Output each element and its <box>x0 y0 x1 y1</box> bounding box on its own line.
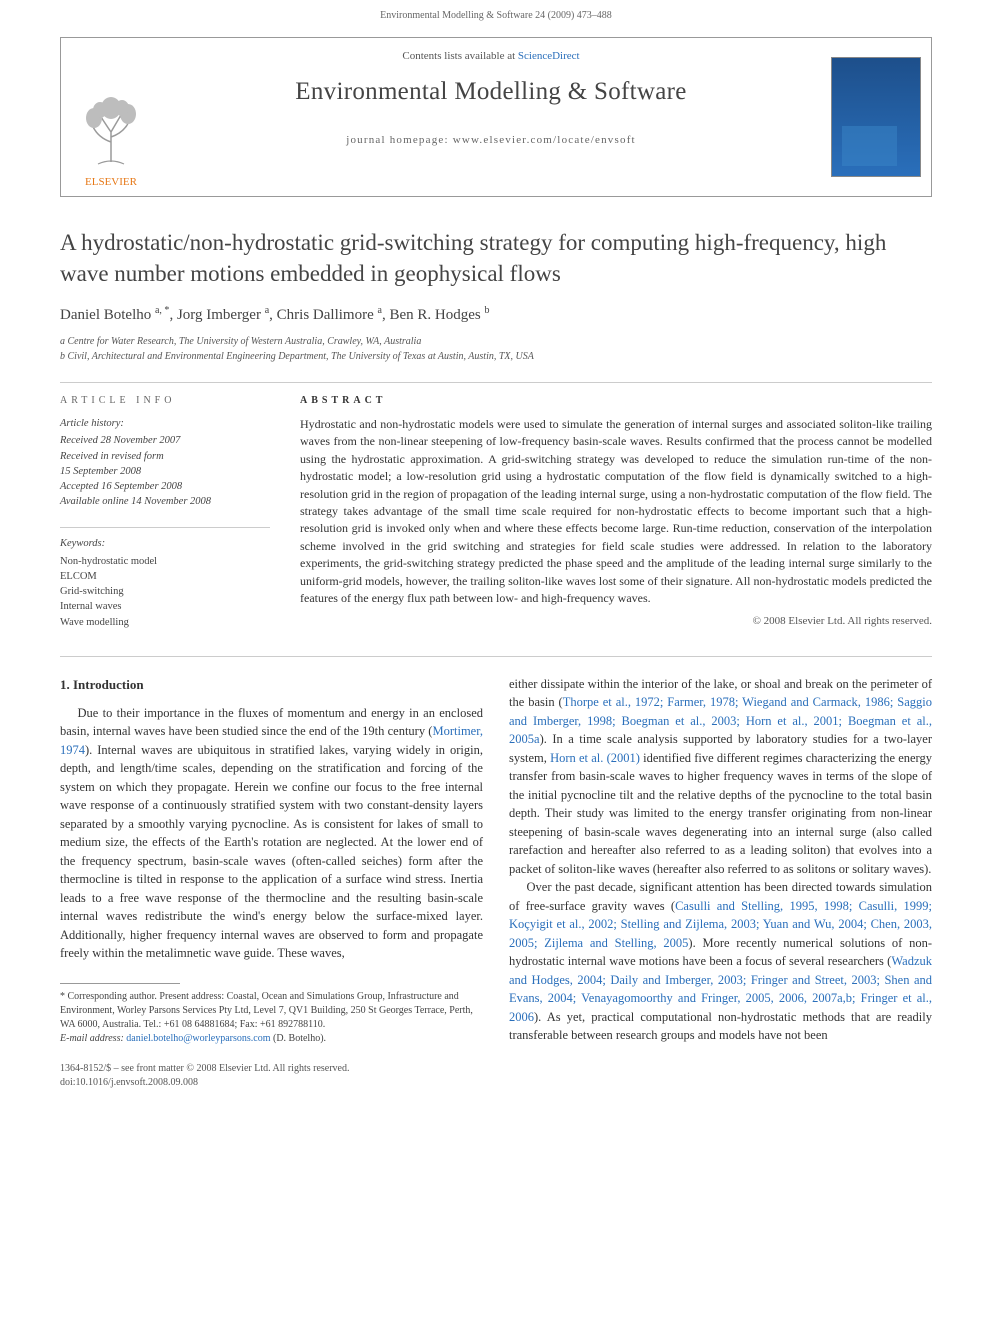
journal-name: Environmental Modelling & Software <box>295 78 686 106</box>
corresponding-author-footnote: * Corresponding author. Present address:… <box>60 990 483 1046</box>
body-text: ). As yet, practical computational non-h… <box>509 1010 932 1043</box>
history-label: Article history: <box>60 416 270 431</box>
footnote-rule <box>60 983 180 984</box>
sciencedirect-link[interactable]: ScienceDirect <box>518 50 580 62</box>
abstract-label: ABSTRACT <box>300 395 932 406</box>
body-columns: 1. Introduction Due to their importance … <box>60 656 932 1046</box>
history-line: Received 28 November 2007 <box>60 435 180 446</box>
issn-line: 1364-8152/$ – see front matter © 2008 El… <box>60 1062 932 1076</box>
history-line: Accepted 16 September 2008 <box>60 481 182 492</box>
elsevier-tree-icon <box>76 92 146 172</box>
page-footer: 1364-8152/$ – see front matter © 2008 El… <box>60 1062 932 1090</box>
journal-cover-thumbnail <box>831 57 921 177</box>
abstract-column: ABSTRACT Hydrostatic and non-hydrostatic… <box>300 395 932 630</box>
body-paragraph: either dissipate within the interior of … <box>509 675 932 879</box>
article-history: Article history: Received 28 November 20… <box>60 416 270 509</box>
keywords-block: Keywords: Non-hydrostatic model ELCOM Gr… <box>60 527 270 629</box>
body-paragraph: Over the past decade, significant attent… <box>509 878 932 1045</box>
body-col-left: 1. Introduction Due to their importance … <box>60 675 483 1046</box>
running-head: Environmental Modelling & Software 24 (2… <box>0 0 992 27</box>
footnote-email-label: E-mail address: <box>60 1033 124 1044</box>
keyword: Grid-switching <box>60 586 124 597</box>
history-line: 15 September 2008 <box>60 466 141 477</box>
body-text: Due to their importance in the fluxes of… <box>60 706 483 739</box>
body-col-right: either dissipate within the interior of … <box>509 675 932 1046</box>
abstract-text: Hydrostatic and non-hydrostatic models w… <box>300 416 932 607</box>
contents-prefix: Contents lists available at <box>402 50 517 62</box>
keyword: Internal waves <box>60 601 122 612</box>
doi-line: doi:10.1016/j.envsoft.2008.09.008 <box>60 1076 932 1090</box>
footnote-email-link[interactable]: daniel.botelho@worleyparsons.com <box>126 1033 270 1044</box>
author-list: Daniel Botelho a, *, Jorg Imberger a, Ch… <box>60 305 932 324</box>
journal-cover-cell <box>821 38 931 196</box>
article-info-label: ARTICLE INFO <box>60 395 270 406</box>
body-text: ). Internal waves are ubiquitous in stra… <box>60 743 483 961</box>
publisher-logo-cell: ELSEVIER <box>61 38 161 196</box>
citation-link[interactable]: Horn et al. (2001) <box>550 751 640 765</box>
body-paragraph: Due to their importance in the fluxes of… <box>60 704 483 963</box>
journal-homepage-line: journal homepage: www.elsevier.com/locat… <box>346 134 636 146</box>
journal-info-box: ELSEVIER Contents lists available at Sci… <box>60 37 932 197</box>
contents-available-line: Contents lists available at ScienceDirec… <box>402 50 579 62</box>
keyword: Non-hydrostatic model <box>60 556 157 567</box>
publisher-logo-label: ELSEVIER <box>85 176 137 188</box>
affiliation-b: b Civil, Architectural and Environmental… <box>60 349 932 364</box>
meta-row: ARTICLE INFO Article history: Received 2… <box>60 382 932 630</box>
section-heading-intro: 1. Introduction <box>60 675 483 694</box>
footnote-email-who: (D. Botelho). <box>273 1033 326 1044</box>
keyword: ELCOM <box>60 571 97 582</box>
affiliation-a: a Centre for Water Research, The Univers… <box>60 334 932 349</box>
footnote-text: * Corresponding author. Present address:… <box>60 990 483 1032</box>
history-line: Available online 14 November 2008 <box>60 496 211 507</box>
abstract-copyright: © 2008 Elsevier Ltd. All rights reserved… <box>300 615 932 627</box>
keywords-label: Keywords: <box>60 536 270 551</box>
article-title: A hydrostatic/non-hydrostatic grid-switc… <box>60 227 932 289</box>
history-line: Received in revised form <box>60 451 164 462</box>
article-info-column: ARTICLE INFO Article history: Received 2… <box>60 395 300 630</box>
body-text: identified five different regimes charac… <box>509 751 932 876</box>
affiliations: a Centre for Water Research, The Univers… <box>60 334 932 364</box>
journal-info-center: Contents lists available at ScienceDirec… <box>161 38 821 196</box>
keyword: Wave modelling <box>60 617 129 628</box>
